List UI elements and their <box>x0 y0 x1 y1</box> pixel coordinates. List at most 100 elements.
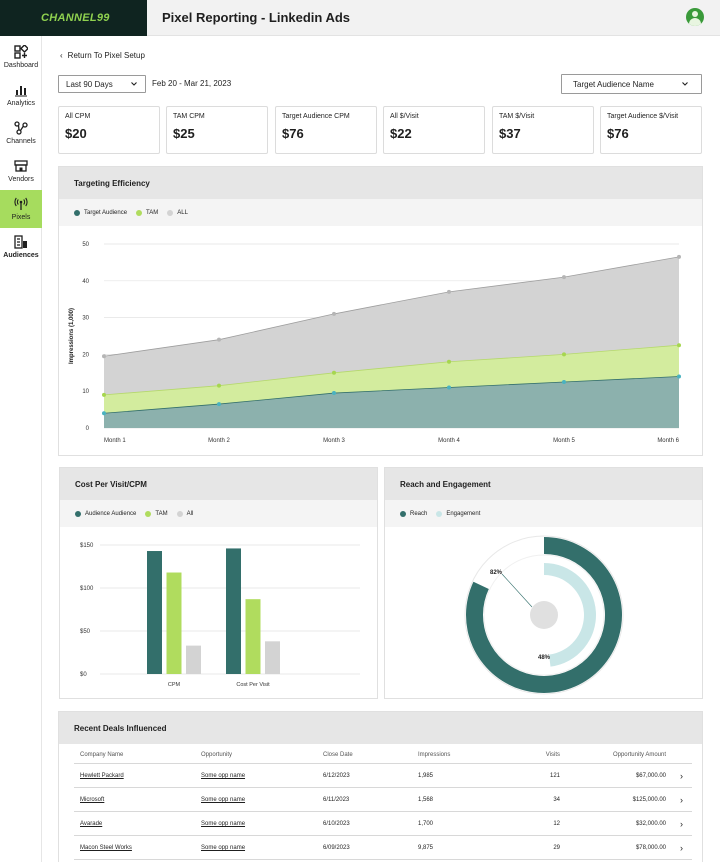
data-point <box>447 385 451 390</box>
close-date: 6/09/2023 <box>323 845 350 851</box>
kpi-card: Target Audience CPM $76 <box>275 106 377 154</box>
chevron-left-icon: ‹ <box>60 51 63 60</box>
impressions: 1,700 <box>418 821 434 827</box>
table-row[interactable]: Macon Steel Works Some opp name 6/09/202… <box>74 836 692 860</box>
data-point <box>447 289 451 294</box>
company-link[interactable]: Hewlett Packard <box>80 773 124 779</box>
logo[interactable]: CHANNEL99 <box>0 0 147 36</box>
sidebar-item-analytics[interactable]: Analytics <box>0 76 42 114</box>
kpi-label: Target Audience CPM <box>282 113 350 120</box>
legend-item: ALL <box>167 209 188 216</box>
donut-inner-guide <box>483 554 605 676</box>
opportunity-link[interactable]: Some opp name <box>201 845 246 851</box>
series-line <box>103 376 680 414</box>
data-point <box>217 383 221 388</box>
bar-chart-icon <box>15 86 27 97</box>
return-link[interactable]: ‹ Return To Pixel Setup <box>60 51 145 60</box>
donut-slice-engagement <box>544 563 597 667</box>
opportunity-amount: $67,000.00 <box>635 773 666 779</box>
company-link[interactable]: Macon Steel Works <box>80 845 132 851</box>
data-point <box>562 352 566 357</box>
page-title: Pixel Reporting - Linkedin Ads <box>162 10 351 25</box>
column-header: Opportunity <box>201 752 233 758</box>
kpi-card: Target Audience $/Visit $76 <box>600 106 702 154</box>
x-tick-label: Cost Per Visit <box>236 682 270 688</box>
y-tick-label: 0 <box>86 426 90 432</box>
kpi-value: $20 <box>65 126 87 141</box>
y-tick-label: $100 <box>80 586 94 592</box>
kpi-card: All $/Visit $22 <box>383 106 485 154</box>
company-link[interactable]: Avarade <box>80 821 103 827</box>
x-tick-label: Month 1 <box>104 438 126 444</box>
kpi-value: $37 <box>499 126 521 141</box>
series-line <box>103 256 680 357</box>
sidebar-item-vendors[interactable]: Vendors <box>0 152 42 190</box>
table-row[interactable]: Hewlett Packard Some opp name 6/12/2023 … <box>74 764 692 788</box>
kpi-label: All $/Visit <box>390 113 419 120</box>
visits: 121 <box>549 773 560 779</box>
table-row[interactable]: Avarade Some opp name 6/10/2023 1,700 12… <box>74 812 692 836</box>
kpi-card: All CPM $20 <box>58 106 160 154</box>
column-header: Impressions <box>418 752 451 758</box>
chevron-right-icon[interactable]: › <box>680 843 683 853</box>
column-header: Opportunity Amount <box>612 752 666 758</box>
sidebar-item-dashboard[interactable]: Dashboard <box>0 38 42 76</box>
kpi-label: All CPM <box>65 113 91 120</box>
column-header: Company Name <box>80 752 124 758</box>
date-range-select[interactable]: Last 90 Days <box>58 75 146 93</box>
sidebar-item-channels[interactable]: Channels <box>0 114 42 152</box>
card-title: Reach and Engagement <box>385 468 702 500</box>
table-row[interactable]: Microsoft Some opp name 6/11/2023 1,568 … <box>74 788 692 812</box>
legend-label: All <box>186 510 194 517</box>
x-tick-label: CPM <box>168 682 181 688</box>
targeting-area-chart: 0 10 20 30 40 50 Impressions (1,000) Month 1 Mon… <box>69 242 681 444</box>
opportunity-link[interactable]: Some opp name <box>201 797 246 803</box>
sidebar-item-label: Channels <box>6 138 36 145</box>
user-avatar-icon[interactable] <box>686 8 704 26</box>
opportunity-link[interactable]: Some opp name <box>201 821 246 827</box>
y-tick-label: 10 <box>82 389 89 395</box>
close-date: 6/12/2023 <box>323 773 350 779</box>
opportunity-amount: $32,000.00 <box>635 821 666 827</box>
kpi-label: TAM CPM <box>173 113 205 120</box>
chevron-down-icon <box>682 82 688 86</box>
legend-label: TAM <box>146 209 159 216</box>
dashboard-icon <box>14 45 28 59</box>
deals-table: Company Name Opportunity Close Date Impr… <box>74 744 692 860</box>
bar-audience-audience <box>226 548 241 674</box>
sidebar-item-label: Pixels <box>11 214 31 221</box>
sidebar-item-label: Vendors <box>8 176 34 183</box>
legend-item: All <box>176 510 194 517</box>
cost-per-visit-card: Cost Per Visit/CPM Audience Audience TAM… <box>59 467 378 699</box>
return-link-label: Return To Pixel Setup <box>67 51 145 60</box>
legend-label: Audience Audience <box>85 510 137 517</box>
data-point <box>332 391 336 396</box>
visits: 34 <box>553 797 560 803</box>
recent-deals-card: Recent Deals Influenced <box>58 711 703 862</box>
chevron-right-icon[interactable]: › <box>680 795 683 805</box>
x-tick-label: Month 5 <box>553 438 575 444</box>
legend-item: TAM <box>145 510 168 517</box>
sidebar-item-label: Audiences <box>3 252 39 259</box>
chevron-right-icon[interactable]: › <box>680 819 683 829</box>
y-tick-label: 50 <box>82 242 89 248</box>
card-title: Recent Deals Influenced <box>59 712 702 744</box>
audience-select-value: Target Audience Name <box>573 79 654 89</box>
top-bar: CHANNEL99 Pixel Reporting - Linkedin Ads <box>0 0 720 36</box>
data-point <box>102 392 106 397</box>
sidebar-item-audiences[interactable]: Audiences <box>0 228 42 266</box>
company-link[interactable]: Microsoft <box>80 797 105 803</box>
chart-legend: Reach Engagement <box>385 500 702 527</box>
close-date: 6/11/2023 <box>323 797 350 803</box>
x-tick-label: Month 6 <box>657 438 679 444</box>
chevron-right-icon[interactable]: › <box>680 771 683 781</box>
y-tick-label: $50 <box>80 629 91 635</box>
data-point <box>677 343 681 348</box>
sidebar-item-pixels[interactable]: Pixels <box>0 190 42 228</box>
cost-bar-chart: $0 $50 $100 $150 CPM Cost Per Visit <box>80 543 360 688</box>
audience-select[interactable]: Target Audience Name <box>561 74 702 94</box>
opportunity-link[interactable]: Some opp name <box>201 773 246 779</box>
sidebar-item-label: Dashboard <box>3 62 39 69</box>
reach-engagement-card: Reach and Engagement Reach Engagement 82… <box>384 467 703 699</box>
visits: 12 <box>553 821 560 827</box>
